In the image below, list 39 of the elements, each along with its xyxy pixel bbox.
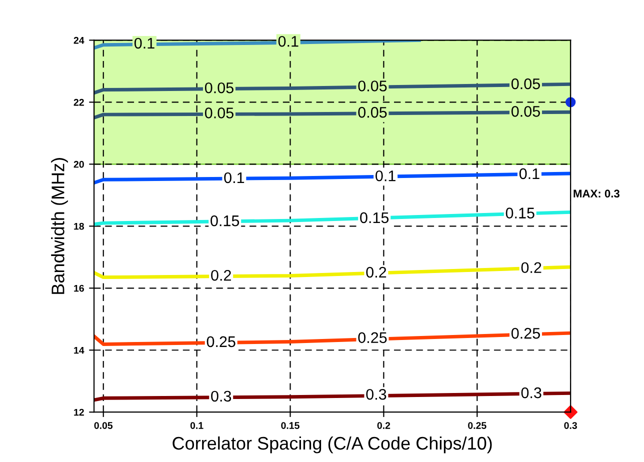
x-tick-label: 0.2: [377, 422, 390, 429]
annotation: 0.05: [204, 82, 234, 94]
annotation: 0.25: [358, 332, 387, 344]
y-tick-label: 24: [74, 36, 84, 44]
x-axis-title: Correlator Spacing (C/A Code Chips/10): [172, 436, 492, 454]
annotation: 0.1: [376, 170, 396, 182]
annotation: 0.05: [204, 108, 234, 118]
annotation: 0.2: [211, 270, 231, 281]
y-tick-label: 20: [74, 160, 84, 168]
y-tick-label: 12: [74, 408, 84, 416]
y-tick-label: 18: [74, 222, 84, 230]
y-tick-label: 22: [74, 98, 84, 106]
annotation: 0.25: [206, 336, 236, 348]
annotation: 0.2: [366, 266, 386, 278]
annotation: 0.1: [134, 38, 154, 49]
text: MAX: 0.3: [574, 190, 620, 198]
annotation: 0.1: [519, 168, 540, 180]
annotation: 0.3: [366, 388, 386, 400]
annotation: 0.2: [521, 262, 542, 274]
x-tick-label: 0.25: [468, 422, 486, 429]
annotation: 0.15: [210, 215, 240, 226]
annotation: 0.05: [358, 80, 387, 92]
annotation: 0.3: [211, 390, 232, 402]
annotation: 0.05: [511, 106, 540, 117]
y-tick-label: 14: [74, 346, 84, 354]
annotation: 0.25: [511, 328, 540, 339]
x-tick-label: 0.1: [190, 422, 204, 429]
y-axis-title: Bandwidth (MHz): [51, 158, 68, 294]
x-tick-label: 0.15: [281, 422, 300, 429]
y-tick-label: 16: [74, 284, 84, 292]
annotation: 0.15: [506, 208, 534, 218]
annotation: 0.05: [358, 106, 387, 118]
annotation: 0.05: [511, 78, 540, 90]
x-tick-label: 0.05: [94, 422, 113, 429]
annotation: 0.1: [278, 36, 298, 47]
annotation: 0.3: [521, 387, 542, 398]
annotation: 0.15: [360, 212, 389, 224]
annotation: 0.1: [224, 172, 244, 184]
x-tick-label: 0.3: [564, 422, 577, 429]
